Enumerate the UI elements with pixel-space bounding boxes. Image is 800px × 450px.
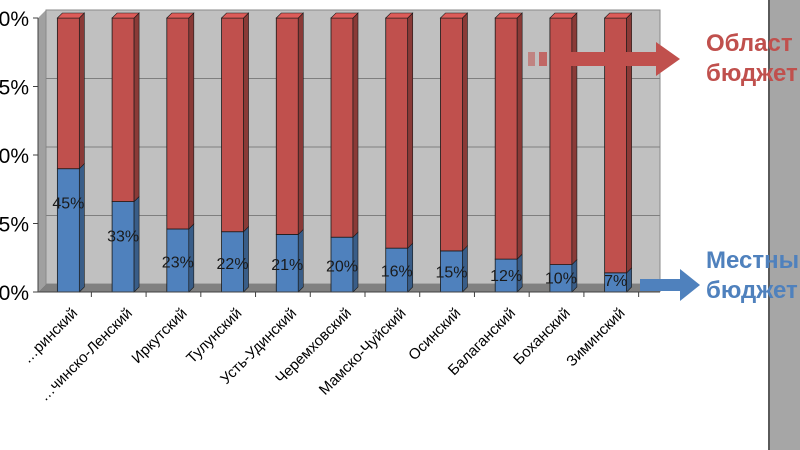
y-tick-label: 0% (0, 8, 29, 31)
bar-local (275, 228, 304, 293)
category-label: …чинско-Ленский (36, 305, 136, 405)
y-axis-ticks: 0% 5% 0% 5% 0% (0, 8, 39, 305)
bar-local (221, 225, 249, 293)
data-label: 33% (107, 229, 139, 246)
bar-local (549, 258, 578, 293)
plot-side-wall (38, 10, 46, 292)
x-axis-ticks: …ринский…чинско-ЛенскийИркутскийТулунски… (19, 291, 660, 405)
data-label: 21% (271, 257, 303, 274)
legend-local-line1: Местны (706, 247, 800, 274)
legend-arrow-regional (528, 42, 680, 76)
bar-regional (439, 12, 469, 252)
y-tick-label: 5% (0, 77, 29, 100)
bar-regional (56, 12, 86, 170)
legend-label-regional: Област бюджет (706, 29, 800, 89)
data-label: 15% (435, 265, 467, 282)
bar-local (385, 242, 414, 293)
bar-regional (166, 12, 195, 230)
bars (56, 12, 633, 293)
legend-regional-line2: бюджет (706, 60, 798, 87)
bar-regional (330, 12, 359, 238)
y-tick-label: 0% (0, 282, 29, 305)
data-label: 10% (545, 271, 577, 288)
bar-regional (603, 12, 633, 274)
data-label: 7% (604, 273, 627, 290)
y-tick-label: 5% (0, 214, 29, 237)
data-label: 16% (381, 263, 413, 280)
legend-regional-line1: Област (706, 30, 793, 57)
bar-local (440, 245, 468, 293)
bar-regional (494, 12, 523, 260)
bar-regional (275, 12, 304, 236)
legend-arrows (528, 42, 700, 301)
bar-local (111, 195, 140, 293)
y-tick-label: 0% (0, 145, 29, 168)
bar-regional (549, 12, 578, 266)
bar-local (166, 223, 195, 293)
bar-local (56, 162, 85, 293)
legend-local-line2: бюджет (706, 277, 798, 304)
category-label: Зиминский (563, 305, 628, 370)
data-label: 22% (217, 256, 249, 273)
right-edge-panel (768, 0, 800, 450)
data-label: 45% (52, 196, 84, 213)
data-label: 12% (490, 268, 522, 285)
bar-regional (385, 12, 414, 249)
legend-arrow-local (640, 269, 700, 301)
data-labels: 45% 33% 23% 22% 21% 20% 16% 15% 12% 10% 7% (52, 196, 627, 290)
data-label: 23% (162, 255, 194, 272)
category-label: Иркутский (128, 305, 190, 367)
data-label: 20% (326, 258, 358, 275)
bar-regional (111, 12, 140, 203)
bar-regional (220, 12, 250, 233)
legend-label-local: Местны бюджет (706, 246, 800, 306)
bar-local (494, 253, 523, 293)
